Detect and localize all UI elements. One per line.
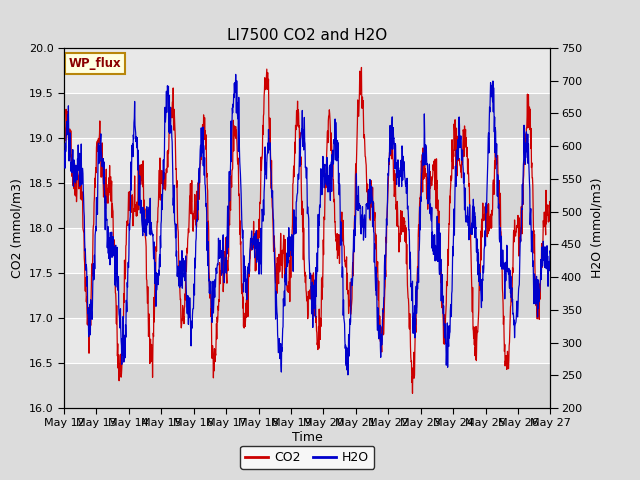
H2O xyxy=(232,72,239,77)
CO2 xyxy=(223,276,230,281)
CO2 xyxy=(168,105,176,110)
H2O xyxy=(157,233,164,239)
Title: LI7500 CO2 and H2O: LI7500 CO2 and H2O xyxy=(227,28,387,43)
H2O xyxy=(344,372,352,378)
H2O xyxy=(60,161,68,167)
H2O xyxy=(447,308,454,313)
CO2 xyxy=(358,65,365,71)
H2O xyxy=(223,234,230,240)
Text: WP_flux: WP_flux xyxy=(69,57,122,70)
CO2 xyxy=(157,197,164,203)
CO2 xyxy=(547,207,554,213)
Bar xyxy=(64,93,550,138)
CO2 xyxy=(60,163,68,169)
Y-axis label: H2O (mmol/m3): H2O (mmol/m3) xyxy=(590,178,604,278)
CO2 xyxy=(490,177,497,183)
H2O xyxy=(168,139,176,145)
Legend: CO2, H2O: CO2, H2O xyxy=(241,446,374,469)
Y-axis label: CO2 (mmol/m3): CO2 (mmol/m3) xyxy=(10,178,23,278)
CO2 xyxy=(409,390,417,396)
X-axis label: Time: Time xyxy=(292,431,323,444)
Bar xyxy=(64,273,550,318)
Bar xyxy=(64,363,550,408)
CO2 xyxy=(383,240,390,246)
Line: H2O: H2O xyxy=(64,74,550,375)
H2O xyxy=(490,109,497,115)
H2O xyxy=(547,251,554,256)
Line: CO2: CO2 xyxy=(64,68,550,393)
H2O xyxy=(383,222,390,228)
CO2 xyxy=(447,188,454,194)
Bar xyxy=(64,183,550,228)
